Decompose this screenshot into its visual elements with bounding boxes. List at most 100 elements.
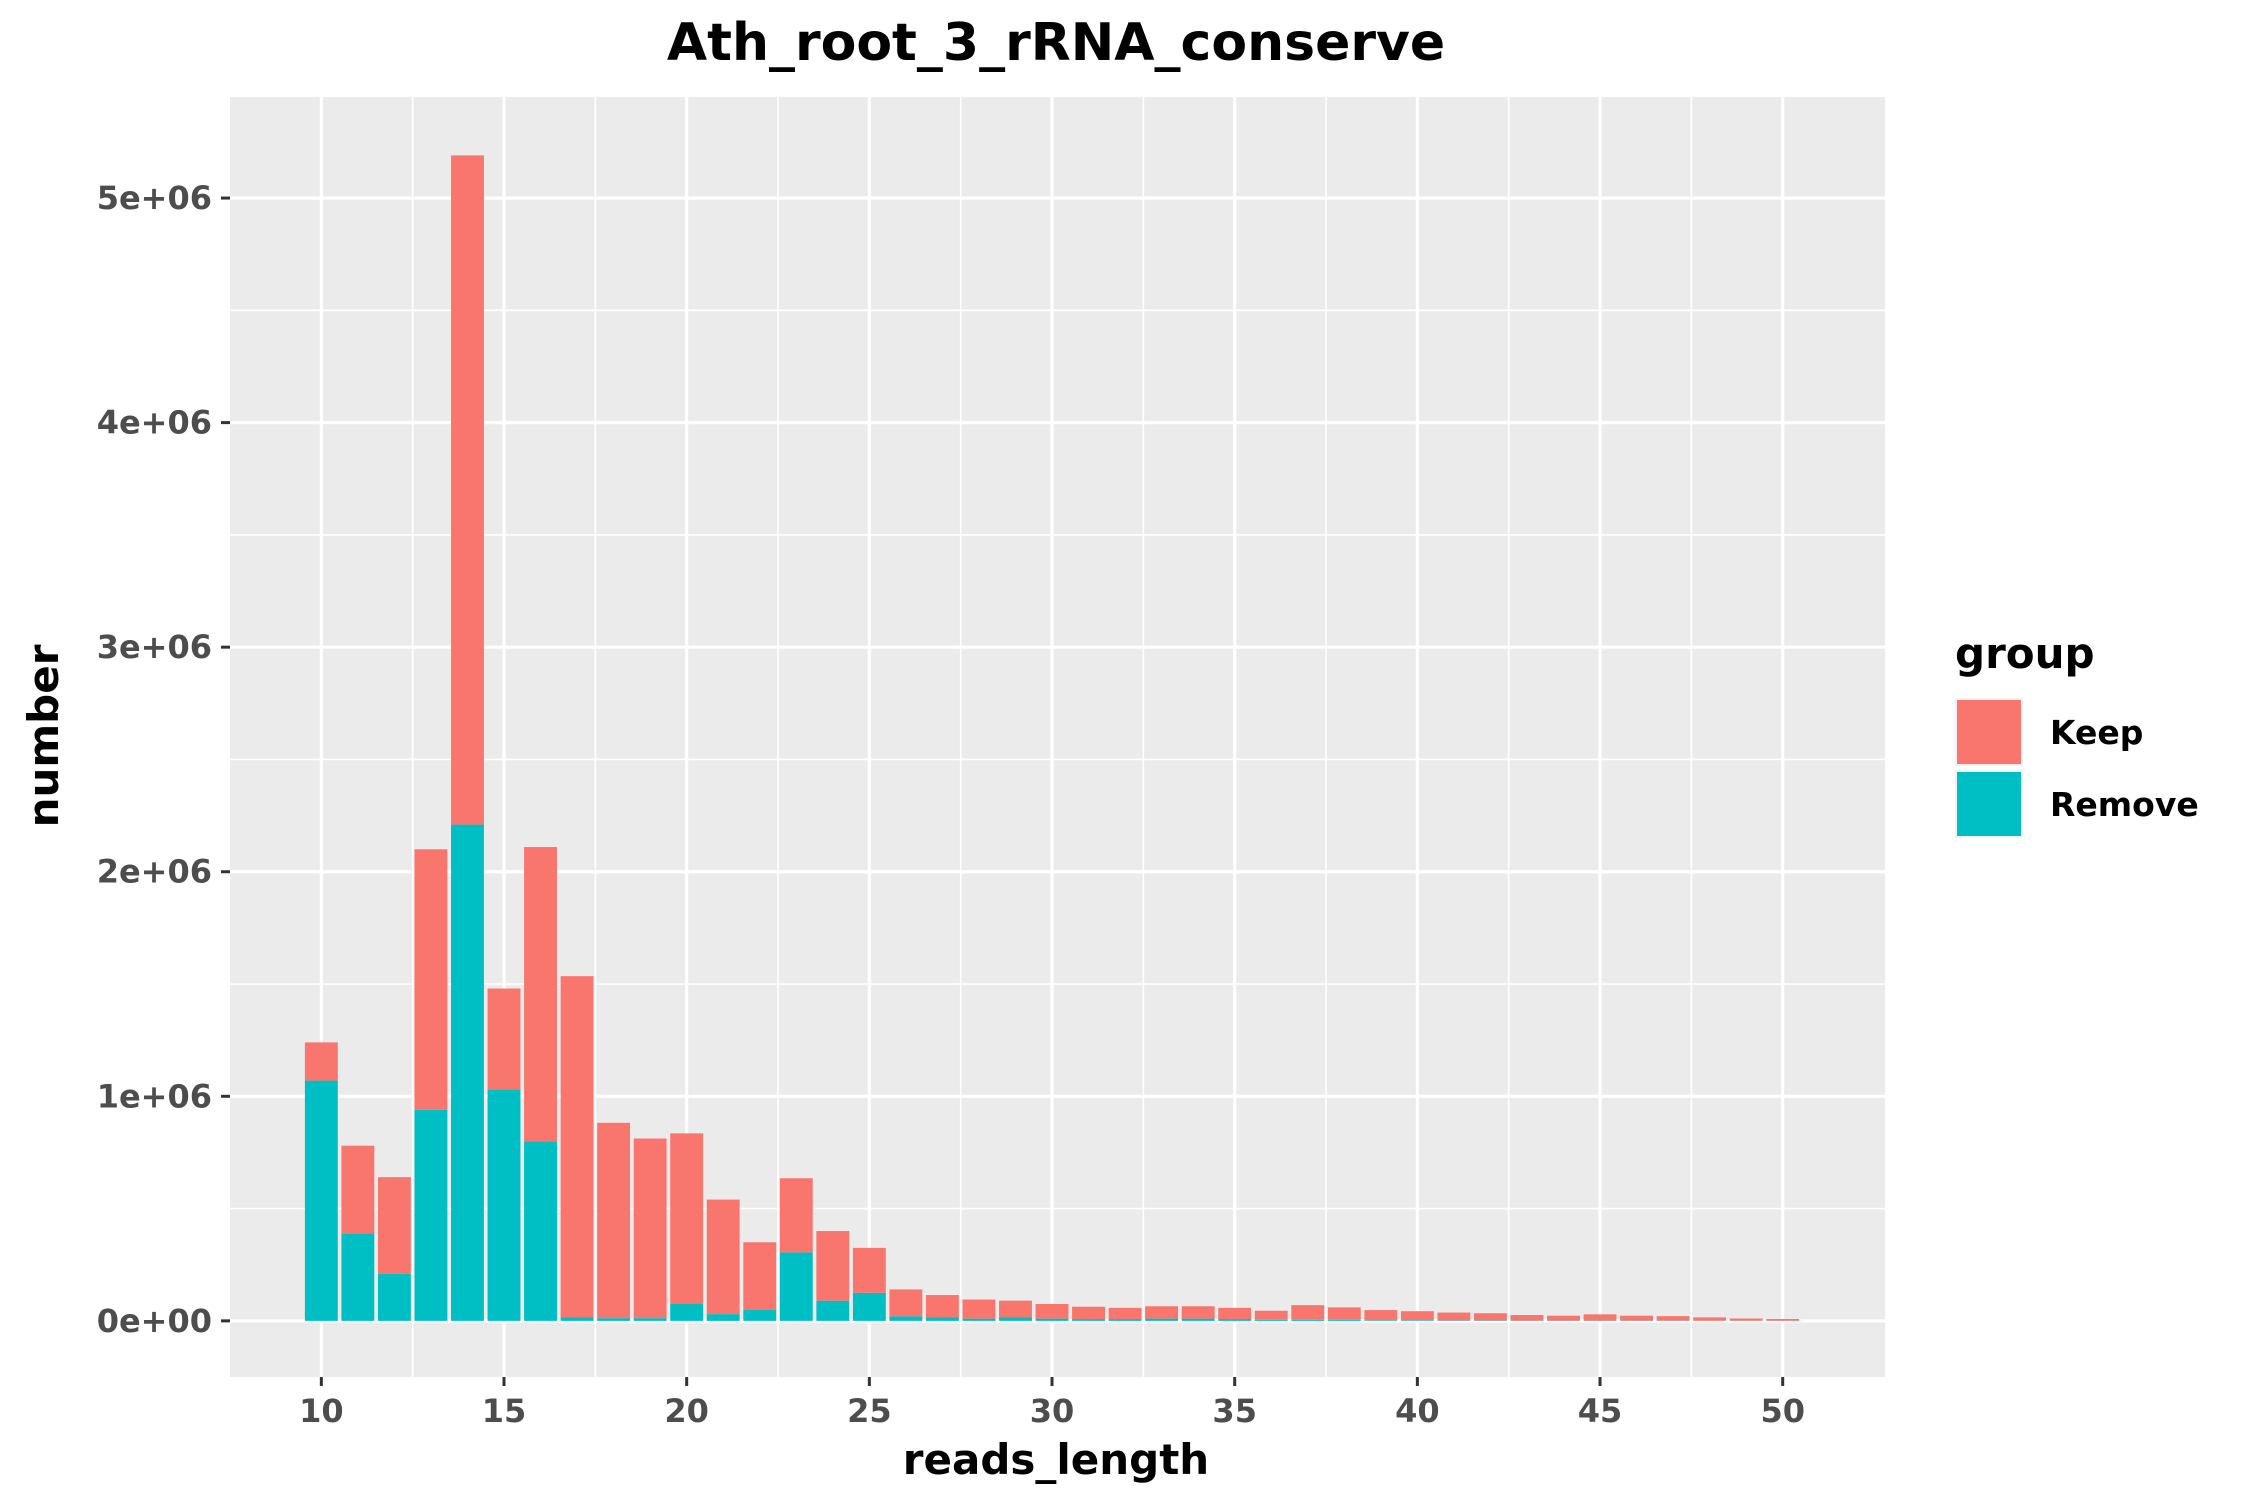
bar-remove-20 <box>670 1304 704 1321</box>
bar-remove-37 <box>1291 1319 1325 1321</box>
bar-remove-17 <box>560 1317 594 1321</box>
bar-keep-16 <box>524 847 557 1142</box>
bar-remove-29 <box>999 1317 1032 1321</box>
bar-keep-32 <box>1108 1307 1142 1320</box>
bar-keep-28 <box>962 1299 996 1319</box>
bar-remove-11 <box>341 1233 375 1321</box>
legend-label-keep: Keep <box>2050 713 2143 752</box>
bar-remove-34 <box>1181 1318 1215 1321</box>
bar-keep-43 <box>1510 1315 1544 1321</box>
bar-keep-13 <box>414 849 448 1110</box>
bar-remove-24 <box>816 1300 850 1321</box>
y-tick-label: 4e+06 <box>97 404 212 442</box>
bar-remove-12 <box>377 1273 411 1321</box>
bar-remove-27 <box>925 1317 959 1321</box>
bar-remove-14 <box>451 824 484 1321</box>
bar-keep-47 <box>1656 1316 1690 1321</box>
bar-remove-23 <box>779 1252 813 1321</box>
bar-keep-30 <box>1035 1304 1069 1319</box>
bar-keep-18 <box>597 1122 631 1319</box>
bar-keep-22 <box>743 1242 777 1310</box>
bar-remove-10 <box>304 1080 338 1321</box>
bar-keep-38 <box>1327 1307 1361 1320</box>
bar-keep-26 <box>889 1289 923 1317</box>
bar-remove-39 <box>1364 1320 1398 1321</box>
bar-keep-27 <box>925 1295 959 1318</box>
bar-keep-34 <box>1181 1306 1215 1319</box>
bar-keep-20 <box>670 1133 704 1305</box>
bar-keep-17 <box>560 976 594 1318</box>
legend-label-remove: Remove <box>2050 785 2199 824</box>
y-axis-title: number <box>19 644 68 827</box>
bar-keep-50 <box>1766 1318 1800 1321</box>
y-tick-label: 5e+06 <box>97 179 212 217</box>
x-axis-title: reads_length <box>903 1435 1209 1484</box>
x-tick-label: 35 <box>1212 1392 1257 1430</box>
bar-remove-30 <box>1035 1318 1069 1321</box>
bars <box>304 155 1800 1321</box>
chart-title: Ath_root_3_rRNA_conserve <box>667 13 1445 73</box>
bar-keep-42 <box>1473 1313 1507 1321</box>
x-tick-label: 50 <box>1760 1392 1805 1430</box>
minor-grid <box>230 97 1885 1377</box>
bar-remove-36 <box>1254 1319 1288 1321</box>
legend-swatch-remove <box>1957 772 2021 836</box>
bar-remove-32 <box>1108 1319 1142 1321</box>
bar-keep-36 <box>1254 1310 1288 1320</box>
bar-remove-33 <box>1145 1318 1179 1321</box>
bar-keep-11 <box>341 1145 375 1234</box>
bar-remove-35 <box>1218 1319 1252 1321</box>
bar-remove-28 <box>962 1318 996 1321</box>
bar-remove-31 <box>1072 1319 1105 1321</box>
x-tick-label: 40 <box>1395 1392 1440 1430</box>
bar-keep-40 <box>1400 1311 1434 1321</box>
x-tick-label: 20 <box>664 1392 709 1430</box>
bar-remove-26 <box>889 1316 923 1321</box>
bar-keep-49 <box>1729 1318 1763 1321</box>
bar-keep-23 <box>779 1178 813 1253</box>
bar-remove-15 <box>487 1089 521 1321</box>
bar-keep-44 <box>1547 1315 1580 1321</box>
bar-keep-33 <box>1145 1306 1179 1319</box>
bar-keep-37 <box>1291 1305 1325 1320</box>
bar-keep-12 <box>377 1177 411 1274</box>
y-tick-label: 2e+06 <box>97 853 212 891</box>
legend: group Keep Remove <box>1955 629 2199 838</box>
x-tick-label: 10 <box>299 1392 344 1430</box>
bar-remove-16 <box>524 1141 557 1321</box>
bar-remove-38 <box>1327 1319 1361 1321</box>
legend-swatch-keep <box>1957 700 2021 764</box>
bar-keep-15 <box>487 988 521 1090</box>
bar-keep-24 <box>816 1231 850 1301</box>
x-tick-label: 30 <box>1030 1392 1075 1430</box>
bar-remove-19 <box>633 1318 667 1321</box>
bar-keep-39 <box>1364 1310 1398 1321</box>
bar-keep-10 <box>304 1042 338 1081</box>
bar-remove-13 <box>414 1109 448 1321</box>
bar-keep-45 <box>1583 1314 1617 1321</box>
bar-keep-21 <box>706 1199 740 1315</box>
bar-keep-29 <box>999 1300 1032 1318</box>
x-tick-label: 45 <box>1578 1392 1623 1430</box>
bar-remove-18 <box>597 1318 631 1321</box>
y-tick-label: 1e+06 <box>97 1077 212 1115</box>
bar-remove-40 <box>1400 1320 1434 1321</box>
x-axis: 10 15 20 25 30 35 40 45 50 <box>299 1377 1805 1430</box>
x-tick-label: 25 <box>847 1392 892 1430</box>
bar-keep-48 <box>1693 1317 1727 1321</box>
bar-keep-14 <box>451 155 484 825</box>
bar-keep-46 <box>1620 1315 1654 1321</box>
bar-keep-31 <box>1072 1306 1105 1320</box>
bar-keep-25 <box>852 1247 886 1293</box>
bar-remove-22 <box>743 1309 777 1321</box>
bar-keep-19 <box>633 1138 667 1319</box>
y-axis: 0e+00 1e+06 2e+06 3e+06 4e+06 5e+06 <box>97 179 230 1340</box>
x-tick-label: 15 <box>482 1392 527 1430</box>
legend-title: group <box>1955 629 2095 678</box>
y-tick-label: 3e+06 <box>97 628 212 666</box>
bar-keep-35 <box>1218 1307 1252 1320</box>
bar-keep-41 <box>1437 1312 1471 1321</box>
y-tick-label: 0e+00 <box>97 1302 212 1340</box>
bar-remove-21 <box>706 1314 740 1321</box>
